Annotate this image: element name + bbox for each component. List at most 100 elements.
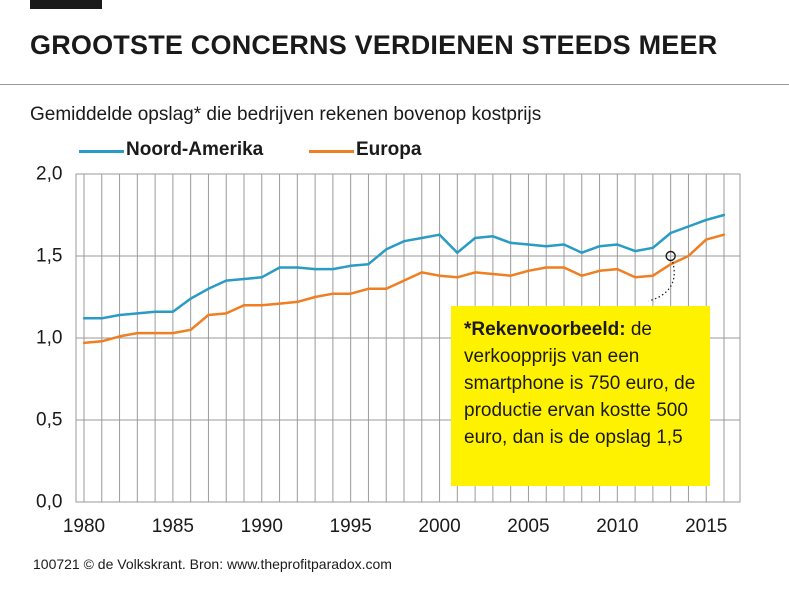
x-axis-ticks: 1980 1985 1990 1995 2000 2005 2010 2015	[63, 516, 728, 537]
data-point-series-1	[420, 271, 423, 274]
legend-swatch-series-0	[79, 150, 124, 153]
y-axis-ticks: 0,0 0,5 1,0 1,5 2,0	[36, 164, 62, 513]
data-point-series-0	[331, 267, 335, 271]
data-point-series-0	[705, 218, 708, 222]
data-point-series-0	[722, 213, 726, 217]
legend-label-series-1: Europa	[356, 139, 422, 160]
data-point-series-1	[153, 331, 157, 335]
series-lines	[82, 213, 726, 345]
callout-leader-line	[648, 261, 675, 302]
data-point-series-0	[349, 264, 352, 268]
data-point-series-0	[616, 243, 619, 246]
data-point-series-0	[118, 313, 121, 317]
data-point-series-1	[456, 276, 459, 279]
data-point-series-1	[598, 269, 601, 272]
data-point-series-1	[687, 254, 690, 258]
data-point-series-0	[633, 249, 637, 253]
callout-annotation	[648, 250, 676, 302]
data-point-series-1	[580, 274, 583, 277]
data-point-series-0	[225, 279, 228, 282]
data-point-series-1	[367, 287, 370, 290]
x-tick-label: 2000	[418, 516, 460, 537]
data-point-series-0	[545, 244, 548, 248]
data-point-series-1	[242, 304, 246, 307]
callout-heading: *Rekenvoorbeeld:	[464, 319, 626, 340]
data-point-series-0	[367, 263, 370, 266]
data-point-series-0	[100, 317, 103, 320]
callout-marker	[665, 250, 676, 262]
data-point-series-1	[491, 272, 495, 276]
data-point-series-1	[278, 302, 281, 305]
data-point-series-0	[438, 233, 441, 236]
data-point-series-0	[207, 287, 210, 290]
data-point-series-0	[136, 312, 139, 315]
data-point-series-1	[82, 341, 86, 345]
callout-body: de verkoopprijs van een smartphone is 75…	[464, 319, 696, 448]
data-point-series-0	[189, 297, 192, 300]
y-tick-label: 1,5	[36, 246, 62, 267]
data-point-series-1	[562, 266, 566, 269]
y-tick-label: 2,0	[36, 164, 62, 185]
data-point-series-0	[153, 310, 157, 313]
data-point-series-1	[473, 271, 477, 274]
data-point-series-1	[225, 312, 228, 315]
y-tick-label: 1,0	[36, 328, 62, 349]
data-point-series-0	[580, 251, 583, 254]
data-point-series-1	[207, 313, 210, 317]
data-point-series-1	[171, 331, 175, 335]
data-point-series-0	[562, 243, 566, 246]
data-point-series-0	[171, 310, 175, 313]
x-tick-label: 2010	[596, 516, 638, 537]
data-point-series-0	[598, 244, 601, 248]
data-point-series-1	[349, 292, 352, 295]
data-point-series-1	[722, 233, 726, 236]
x-tick-label: 1985	[152, 516, 194, 537]
data-point-series-0	[278, 266, 281, 269]
y-tick-label: 0,0	[36, 492, 62, 513]
data-point-series-1	[118, 335, 121, 338]
data-point-series-0	[296, 266, 299, 269]
example-callout: *Rekenvoorbeeld: de verkoopprijs van een…	[451, 306, 710, 486]
data-point-series-0	[687, 225, 690, 228]
data-point-series-1	[545, 266, 548, 269]
data-point-series-1	[189, 328, 192, 331]
data-point-series-1	[669, 263, 672, 266]
data-point-series-1	[331, 292, 335, 295]
data-point-series-1	[313, 295, 317, 299]
x-tick-label: 2015	[685, 516, 727, 537]
data-point-series-1	[527, 269, 530, 272]
chart-subtitle: Gemiddelde opslag* die bedrijven rekenen…	[30, 104, 542, 125]
data-point-series-0	[473, 236, 477, 240]
data-point-series-0	[420, 236, 423, 240]
data-point-series-0	[456, 251, 459, 254]
legend-swatch-series-1	[309, 150, 354, 153]
data-point-series-0	[82, 317, 86, 320]
source-credit: 100721 © de Volkskrant. Bron: www.thepro…	[33, 556, 392, 572]
data-point-series-1	[385, 287, 388, 290]
data-point-series-1	[705, 238, 708, 241]
data-point-series-0	[527, 243, 530, 246]
x-tick-label: 1980	[63, 516, 105, 537]
x-tick-label: 1995	[330, 516, 372, 537]
legend-label-series-0: Noord-Amerika	[126, 139, 264, 160]
page-title: GROOTSTE CONCERNS VERDIENEN STEEDS MEER	[30, 30, 718, 60]
data-point-series-0	[651, 246, 655, 249]
data-point-series-1	[616, 267, 619, 271]
x-tick-label: 1990	[241, 516, 283, 537]
data-point-series-1	[100, 340, 103, 343]
data-point-series-0	[402, 240, 406, 243]
data-point-series-1	[438, 274, 441, 277]
data-point-series-0	[313, 267, 317, 271]
y-tick-label: 0,5	[36, 410, 62, 431]
data-point-series-0	[669, 231, 672, 235]
data-point-series-0	[242, 277, 246, 281]
data-point-series-1	[651, 274, 655, 277]
data-point-series-0	[260, 276, 263, 279]
data-point-series-1	[296, 300, 299, 304]
x-tick-label: 2005	[507, 516, 549, 537]
data-point-series-0	[509, 241, 512, 245]
top-accent-bar	[30, 0, 102, 9]
data-point-series-0	[385, 248, 388, 251]
title-divider	[0, 84, 789, 85]
